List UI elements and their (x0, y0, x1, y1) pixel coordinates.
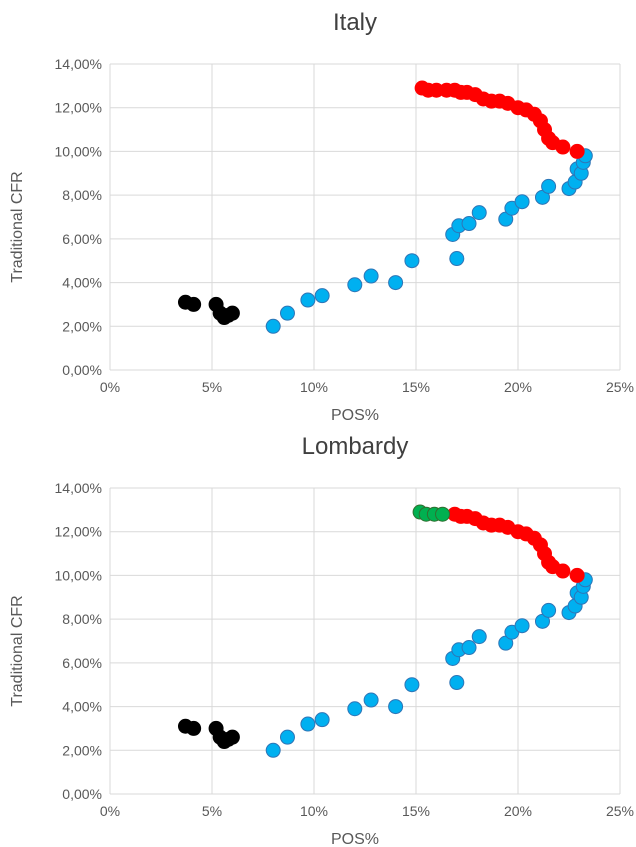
series-0 (177, 294, 240, 326)
data-point (300, 716, 316, 732)
data-point (435, 506, 451, 522)
x-tick-label: 25% (606, 803, 634, 819)
y-tick-label: 0,00% (62, 786, 102, 802)
y-tick-label: 4,00% (62, 275, 102, 291)
y-tick-label: 2,00% (62, 318, 102, 334)
data-point (224, 305, 240, 321)
x-tick-label: 0% (100, 803, 120, 819)
x-tick-label: 5% (202, 803, 222, 819)
x-tick-label: 15% (402, 379, 430, 395)
data-point (388, 275, 404, 291)
chart-title: Italy (333, 9, 377, 36)
y-tick-label: 8,00% (62, 187, 102, 203)
data-point (404, 253, 420, 269)
x-tick-label: 15% (402, 803, 430, 819)
y-tick-label: 14,00% (55, 56, 102, 72)
x-tick-label: 5% (202, 379, 222, 395)
data-point (347, 277, 363, 293)
data-point (555, 139, 571, 155)
y-tick-label: 10,00% (55, 567, 102, 583)
y-tick-label: 14,00% (55, 480, 102, 496)
y-tick-label: 6,00% (62, 231, 102, 247)
scatter-svg: Lombardy 0% 5% 10% 15% 20% 25% 0,00% 2,00% 4,00% 6… (9, 433, 634, 847)
data-point (569, 143, 585, 159)
y-tick-label: 6,00% (62, 655, 102, 671)
y-tick-label: 12,00% (55, 100, 102, 116)
data-point (314, 712, 330, 728)
data-point (347, 701, 363, 717)
series-2 (447, 506, 585, 583)
data-point (300, 292, 316, 308)
y-tick-label: 0,00% (62, 362, 102, 378)
chart-lombardy: Lombardy 0% 5% 10% 15% 20% 25% 0,00% 2,00% 4,00% 6… (0, 424, 636, 847)
x-axis-label: POS% (331, 407, 379, 423)
x-tick-label: 10% (300, 803, 328, 819)
x-tick-label: 25% (606, 379, 634, 395)
series-2 (414, 80, 585, 159)
y-tick-label: 10,00% (55, 143, 102, 159)
data-point (514, 194, 530, 210)
x-tick-label: 20% (504, 803, 532, 819)
y-tick-label: 4,00% (62, 699, 102, 715)
data-point (186, 720, 202, 736)
data-point (541, 602, 557, 618)
data-point (224, 729, 240, 745)
y-tick-label: 8,00% (62, 611, 102, 627)
data-point (471, 629, 487, 645)
data-point (279, 305, 295, 321)
series-0 (177, 718, 240, 750)
x-axis-label: POS% (331, 831, 379, 847)
y-axis-label: Traditional CFR (9, 595, 26, 706)
x-tick-label: 10% (300, 379, 328, 395)
data-point (404, 677, 420, 693)
y-tick-label: 12,00% (55, 524, 102, 540)
data-point (388, 699, 404, 715)
data-point (363, 692, 379, 708)
data-point (461, 216, 477, 232)
y-axis-label: Traditional CFR (9, 171, 26, 282)
data-point (471, 205, 487, 221)
data-point (449, 251, 465, 267)
series-1 (265, 572, 593, 758)
x-tick-label: 0% (100, 379, 120, 395)
data-point (265, 742, 281, 758)
data-point (449, 675, 465, 691)
series-1 (265, 148, 593, 334)
data-point (314, 288, 330, 304)
data-point (514, 618, 530, 634)
y-tick-label: 2,00% (62, 742, 102, 758)
series-3 (412, 504, 451, 522)
data-point (265, 318, 281, 334)
data-point (279, 729, 295, 745)
chart-title: Lombardy (302, 433, 409, 460)
data-point (461, 640, 477, 656)
scatter-svg: Italy 0% 5% 10% 15% 20% 25% 0,00% 2,00% 4,00% 6,00… (9, 9, 634, 423)
data-point (363, 268, 379, 284)
x-tick-label: 20% (504, 379, 532, 395)
data-point (186, 296, 202, 312)
data-point (555, 563, 571, 579)
data-point (569, 567, 585, 583)
chart-italy: Italy 0% 5% 10% 15% 20% 25% 0,00% 2,00% 4,00% 6,00… (0, 0, 636, 423)
data-point (541, 178, 557, 194)
